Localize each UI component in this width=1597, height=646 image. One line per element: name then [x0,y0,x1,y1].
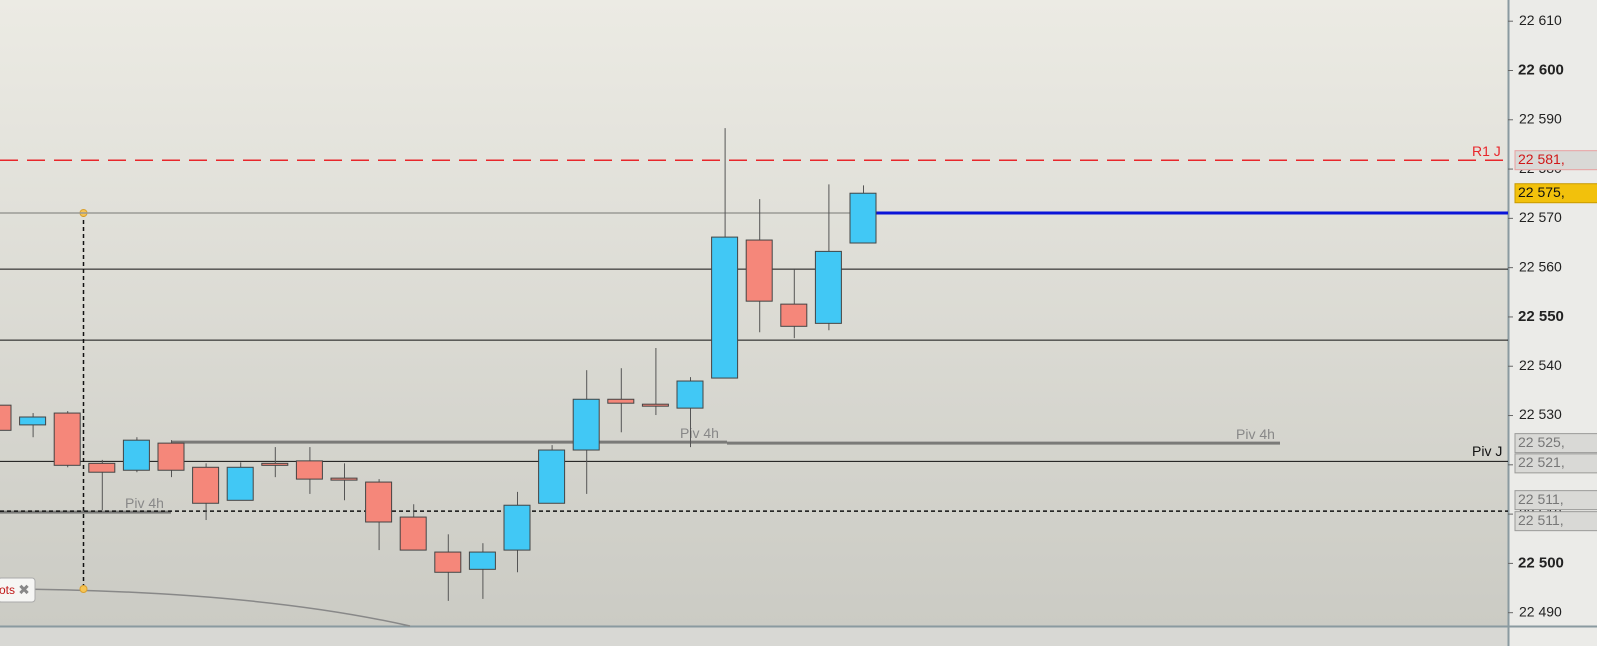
candle-body [192,466,220,504]
curve [0,588,411,627]
y-tick-label: 22 610 [1519,12,1562,28]
price-tag [1514,150,1597,171]
y-tick-label: 22 560 [1519,258,1562,274]
price-tag [1514,433,1597,454]
level-name: Piv J [1472,443,1502,459]
candle-body [780,303,808,327]
candle-body [0,404,12,431]
level-name: R1 J [1472,143,1501,159]
candle-body [468,551,496,570]
y-tick-label: 22 540 [1519,357,1562,373]
widget[interactable] [0,577,36,603]
y-tick-label: 22 590 [1519,110,1562,126]
candle-body [19,416,47,426]
y-tick-label: 22 530 [1519,406,1562,422]
last-price-tag [1514,183,1597,204]
y-tick-label: 22 600 [1518,61,1564,78]
level-name: Piv 4h [680,425,719,441]
candle-body [607,398,635,404]
candle-body [434,551,462,573]
price-tag-label: 22 511, [1518,491,1564,507]
bottom-strip [0,626,1508,646]
y-tick-label: 22 570 [1519,209,1562,225]
widget-label: ots [0,583,15,597]
price-tag [1514,511,1597,532]
close-icon[interactable]: ✖ [18,582,30,598]
candle-body [53,412,81,466]
candle-body [814,250,842,324]
candle-body [295,460,323,480]
level-name: Piv 4h [125,495,164,511]
candle-body [157,442,185,471]
candle-body [226,466,254,501]
axis-background [1508,0,1597,646]
candle-body [745,239,773,302]
candle-body [849,192,877,244]
candle-body [676,380,704,409]
candle-body [365,481,393,523]
plot-background [0,0,1508,626]
candle-body [711,236,739,379]
candle-body [538,449,566,504]
candle-body [503,504,531,551]
price-tag [1514,490,1597,511]
price-tag-label: 22 511, [1518,512,1564,528]
candle-body [572,398,600,451]
anchor-point [79,585,88,593]
price-tag-label: 22 521, [1518,454,1565,470]
price-tag-label: 22 581, [1518,151,1565,167]
candle-body [122,439,150,471]
candle-body [88,462,116,473]
candle-body [261,462,289,466]
price-tag-label: 22 525, [1518,434,1565,450]
candle-body [330,477,358,481]
candle-body [399,516,427,551]
candle-body [641,403,669,407]
y-tick-label: 22 490 [1519,603,1562,619]
level-name: Piv 4h [1236,426,1275,442]
y-tick-label: 22 500 [1518,554,1564,571]
price-tag [1514,453,1597,474]
y-tick-label: 22 550 [1518,308,1564,325]
last-price-label: 22 575, [1518,184,1565,200]
